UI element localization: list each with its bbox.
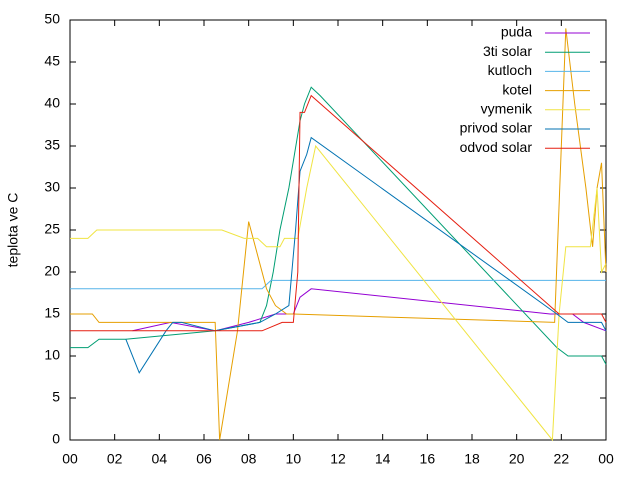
- y-tick-label: 5: [52, 389, 60, 405]
- x-tick-label: 10: [286, 451, 302, 467]
- y-tick-label: 35: [44, 137, 60, 153]
- y-tick-label: 0: [52, 431, 60, 447]
- x-tick-label: 12: [330, 451, 346, 467]
- x-tick-label: 02: [107, 451, 123, 467]
- x-tick-label: 14: [375, 451, 391, 467]
- legend-label: kutloch: [488, 62, 532, 78]
- legend-label: privod solar: [460, 120, 533, 136]
- x-tick-label: 20: [509, 451, 525, 467]
- series-line: [125, 136, 607, 374]
- y-tick-label: 30: [44, 179, 60, 195]
- y-tick-label: 25: [44, 221, 60, 237]
- x-tick-label: 08: [241, 451, 257, 467]
- legend-label: puda: [501, 24, 532, 40]
- series-line: [70, 94, 607, 332]
- y-tick-label: 20: [44, 263, 60, 279]
- legend-label: vymenik: [481, 101, 533, 117]
- series-line: [70, 144, 607, 442]
- y-tick-label: 15: [44, 305, 60, 321]
- x-tick-label: 04: [152, 451, 168, 467]
- x-tick-label: 18: [464, 451, 480, 467]
- series-line: [70, 86, 607, 365]
- y-tick-label: 10: [44, 347, 60, 363]
- x-tick-label: 00: [598, 451, 614, 467]
- x-tick-label: 22: [554, 451, 570, 467]
- x-tick-label: 06: [196, 451, 212, 467]
- x-tick-label: 16: [420, 451, 436, 467]
- series-line: [70, 279, 606, 290]
- y-axis-label: teplota ve C: [5, 193, 21, 268]
- legend-label: kotel: [502, 81, 532, 97]
- legend-label: odvod solar: [460, 139, 533, 155]
- y-tick-label: 40: [44, 95, 60, 111]
- y-tick-label: 50: [44, 11, 60, 27]
- y-tick-label: 45: [44, 53, 60, 69]
- legend-label: 3ti solar: [483, 43, 532, 59]
- x-tick-label: 00: [62, 451, 78, 467]
